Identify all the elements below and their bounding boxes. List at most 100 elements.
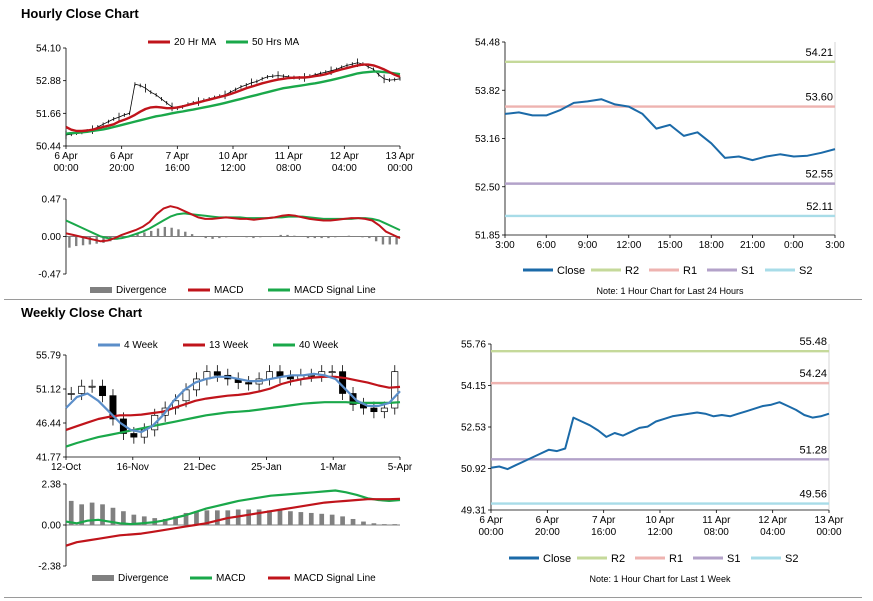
ma-40-week-line (65, 401, 401, 448)
y-tick-label: 52.53 (461, 423, 486, 434)
x-tick-label: 15:00 (657, 240, 682, 251)
divergence-bar (102, 236, 105, 243)
divergence-bar (68, 500, 74, 525)
x-tick-label: 12 Apr (758, 515, 788, 526)
divergence-bar (319, 513, 325, 525)
ma-4-week-line (65, 372, 401, 434)
divergence-bar (163, 226, 167, 237)
legend-label: 4 Week (124, 340, 159, 351)
divergence-bar (141, 516, 147, 525)
divergence-bar (350, 518, 356, 525)
legend-swatch (90, 287, 112, 293)
legend-label: Close (557, 265, 585, 277)
x-tick-label: 11 Apr (702, 515, 731, 526)
x-tick-label: 04:00 (332, 163, 357, 174)
x-tick-label: 20:00 (535, 527, 560, 538)
x-tick-label: 6 Apr (54, 151, 78, 162)
legend-label: MACD (214, 285, 243, 296)
x-tick-label: 18:00 (699, 240, 724, 251)
divergence-bar (306, 236, 310, 239)
divergence-bar (173, 516, 178, 525)
x-tick-label: 08:00 (276, 163, 301, 174)
level-label-r1: 53.60 (805, 92, 833, 104)
weekly-candle (328, 371, 336, 374)
legend-swatch (92, 575, 114, 581)
x-tick-label: 12 Apr (330, 151, 360, 162)
divergence-bar (245, 236, 248, 238)
divergence-bar (110, 507, 116, 525)
bottom-divider (4, 597, 862, 598)
level-label-s2: 52.11 (806, 201, 833, 213)
x-tick-label: 12:00 (220, 163, 245, 174)
divergence-bar (286, 234, 289, 237)
x-tick-label: 16-Nov (117, 462, 149, 473)
legend-label: MACD Signal Line (294, 573, 376, 584)
x-tick-label: 16:00 (165, 163, 190, 174)
y-tick-label: 2.38 (42, 480, 62, 491)
divergence-bar (374, 236, 378, 242)
divergence-bar (190, 234, 194, 237)
divergence-bar (381, 524, 387, 525)
y-tick-label: 50.44 (36, 142, 61, 153)
divergence-bar (381, 236, 385, 245)
divergence-bar (204, 236, 207, 239)
x-tick-label: 21:00 (740, 240, 765, 251)
legend-label: R1 (683, 265, 697, 277)
legend-label: MACD (216, 573, 245, 584)
weekly-candle (88, 385, 96, 388)
legend-label: Divergence (118, 573, 169, 584)
divergence-bar (267, 510, 272, 525)
divergence-bar (354, 236, 357, 237)
hourly-section-title: Hourly Close Chart (21, 6, 139, 21)
x-tick-label: 3:00 (495, 240, 515, 251)
divergence-bar (231, 236, 235, 237)
divergence-bar (197, 236, 201, 237)
divergence-bar (371, 523, 377, 525)
divergence-bar (204, 510, 210, 525)
x-tick-label: 20:00 (109, 163, 134, 174)
legend-label: R1 (669, 553, 683, 565)
macd-line (65, 489, 401, 526)
divergence-bar (388, 236, 391, 245)
close-line (504, 98, 836, 162)
legend-label: S2 (799, 265, 812, 277)
legend-label: 20 Hr MA (174, 37, 217, 48)
legend-label: R2 (611, 553, 625, 565)
divergence-bar (334, 236, 337, 238)
x-tick-label: 0:00 (784, 240, 804, 251)
divergence-bar (277, 510, 283, 525)
y-tick-label: 54.10 (36, 44, 61, 55)
divergence-bar (293, 235, 296, 237)
y-tick-label: 50.92 (461, 464, 486, 475)
divergence-bar (279, 234, 282, 237)
level-label-r2: 55.48 (799, 336, 827, 348)
y-tick-label: 51.66 (36, 109, 61, 120)
legend-label: Divergence (116, 285, 167, 296)
weekly-candle (307, 374, 315, 377)
divergence-bar (392, 524, 398, 525)
weekly-candle (130, 433, 138, 438)
x-tick-label: 7 Apr (592, 515, 616, 526)
divergence-bar (136, 234, 139, 237)
y-tick-label: 53.16 (475, 134, 500, 145)
x-tick-label: 6 Apr (536, 515, 560, 526)
level-label-s1: 52.55 (805, 169, 833, 181)
x-tick-label: 04:00 (760, 527, 785, 538)
price-line (65, 62, 401, 136)
x-tick-label: 00:00 (478, 527, 503, 538)
x-tick-label: 1-Mar (320, 462, 347, 473)
x-tick-label: 16:00 (591, 527, 616, 538)
weekly-section-title: Weekly Close Chart (21, 305, 143, 320)
level-label-s1: 51.28 (799, 444, 827, 456)
divergence-bar (162, 518, 168, 525)
divergence-bar (340, 236, 344, 237)
divergence-bar (361, 521, 366, 525)
divergence-bar (194, 511, 199, 525)
divergence-bar (184, 231, 187, 237)
weekly-candle (380, 407, 388, 413)
y-tick-label: 46.44 (36, 419, 61, 430)
weekly-candle (99, 385, 107, 397)
x-tick-label: 21-Dec (183, 462, 215, 473)
macd-line (65, 205, 401, 243)
